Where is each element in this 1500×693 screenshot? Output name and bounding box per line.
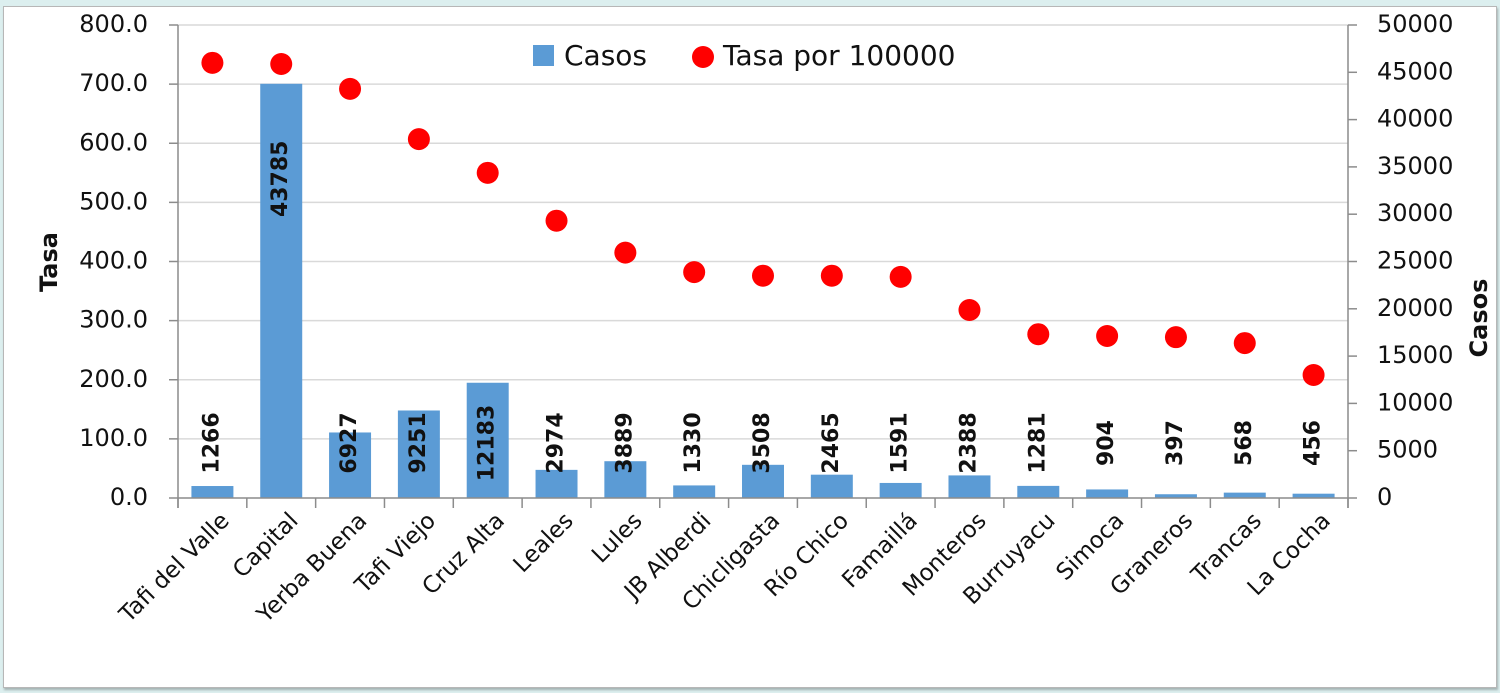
- right-tick-label: 45000: [1377, 57, 1453, 85]
- bar-value-label: 6927: [337, 412, 362, 473]
- bar-casos: [1017, 485, 1060, 498]
- bar-value-label: 9251: [406, 412, 431, 473]
- bar-value-label: 2974: [544, 412, 569, 473]
- tasa-dot: [1233, 332, 1256, 355]
- bar-value-label: 456: [1301, 420, 1326, 466]
- tasa-dot: [545, 209, 568, 232]
- tasa-dot: [270, 53, 293, 76]
- tasa-dots: [201, 51, 1325, 387]
- left-tick-label: 400.0: [79, 247, 148, 275]
- right-axis-title: Casos: [1465, 279, 1493, 358]
- left-axis-title: Tasa: [35, 232, 63, 292]
- tasa-dot: [201, 51, 224, 74]
- left-tick-label: 0.0: [110, 483, 148, 511]
- tasa-dot: [752, 264, 774, 287]
- tasa-dot: [339, 77, 362, 100]
- right-axis-ticks: 0 5000 10000 15000 20000 25000 30000 35000 40000…: [1377, 10, 1453, 511]
- tasa-dot: [614, 241, 637, 264]
- tasa-dot: [1302, 364, 1325, 387]
- right-tick-label: 40000: [1377, 105, 1453, 133]
- left-tick-label: 500.0: [79, 187, 148, 215]
- bar-value-label: 1591: [888, 412, 913, 473]
- bar-value-label: 3889: [612, 412, 637, 473]
- legend-tasa-label: Tasa por 100000: [722, 39, 955, 72]
- left-tick-label: 800.0: [79, 10, 148, 38]
- right-tick-label: 20000: [1377, 294, 1453, 322]
- bar-value-label: 1266: [199, 412, 224, 473]
- tasa-dot: [1027, 323, 1050, 346]
- left-tick-label: 100.0: [79, 424, 148, 452]
- bar-value-label: 904: [1094, 420, 1119, 466]
- bar-casos: [191, 486, 234, 498]
- left-tick-label: 200.0: [79, 365, 148, 393]
- right-tick-label: 30000: [1377, 199, 1453, 227]
- tasa-dot: [476, 161, 499, 184]
- bar-casos: [1223, 492, 1266, 498]
- right-tick-label: 25000: [1377, 247, 1453, 275]
- bar-value-label: 568: [1232, 420, 1257, 466]
- bar-casos: [673, 485, 716, 498]
- left-axis-ticks: 0.0 100.0 200.0 300.0 400.0 500.0 600.0 700.0 80…: [79, 10, 148, 511]
- left-tick-label: 700.0: [79, 69, 148, 97]
- tasa-dot: [889, 265, 912, 288]
- right-tick-label: 35000: [1377, 152, 1453, 180]
- category-label: Lules: [587, 508, 647, 568]
- bar-value-label: 2388: [956, 412, 981, 473]
- left-tick-label: 600.0: [79, 128, 148, 156]
- bar-value-label: 397: [1163, 420, 1188, 466]
- right-tick-label: 15000: [1377, 341, 1453, 369]
- bar-value-label: 43785: [268, 141, 293, 218]
- bar-casos: [1292, 493, 1335, 498]
- bar-casos: [535, 469, 578, 498]
- bar-casos: [948, 475, 991, 498]
- right-tick-label: 50000: [1377, 10, 1453, 38]
- tasa-dot: [820, 264, 843, 287]
- axes: [169, 24, 1357, 508]
- bar-casos: [742, 464, 784, 498]
- tasa-dot: [1164, 326, 1187, 349]
- category-label: Tafi del Valle: [114, 508, 235, 629]
- bar-value-label: 1281: [1025, 412, 1050, 473]
- bar-value-label: 1330: [681, 412, 706, 473]
- left-tick-label: 300.0: [79, 306, 148, 334]
- tasa-dot: [958, 298, 981, 321]
- casos-bars: [191, 83, 1335, 499]
- bar-casos: [329, 432, 372, 498]
- bar-value-label: 12183: [475, 405, 500, 482]
- bar-casos: [1154, 494, 1197, 498]
- bar-casos: [466, 382, 509, 498]
- bar-casos: [810, 474, 853, 498]
- bar-value-label: 3508: [750, 412, 775, 473]
- gridlines: [178, 24, 1348, 440]
- tasa-dot: [1096, 324, 1119, 347]
- bar-casos: [1086, 489, 1129, 498]
- tasa-dot: [407, 128, 430, 151]
- legend-casos-swatch: [533, 45, 554, 66]
- bar-casos: [604, 461, 647, 498]
- bar-data-labels: 1266 43785 6927 9251 12183 2974 3889 1330 3508 24…: [199, 141, 1325, 482]
- legend-casos-label: Casos: [564, 39, 647, 72]
- bar-value-label: 2465: [819, 412, 844, 473]
- right-tick-label: 0: [1377, 483, 1392, 511]
- legend-tasa-swatch: [692, 46, 714, 68]
- right-tick-label: 10000: [1377, 388, 1453, 416]
- legend: Casos Tasa por 100000: [533, 39, 955, 72]
- category-label: Leales: [509, 508, 579, 578]
- tasa-dot: [683, 261, 706, 284]
- right-tick-label: 5000: [1377, 436, 1438, 464]
- bar-casos: [397, 410, 440, 498]
- bar-casos: [260, 83, 303, 499]
- bar-casos: [879, 482, 922, 498]
